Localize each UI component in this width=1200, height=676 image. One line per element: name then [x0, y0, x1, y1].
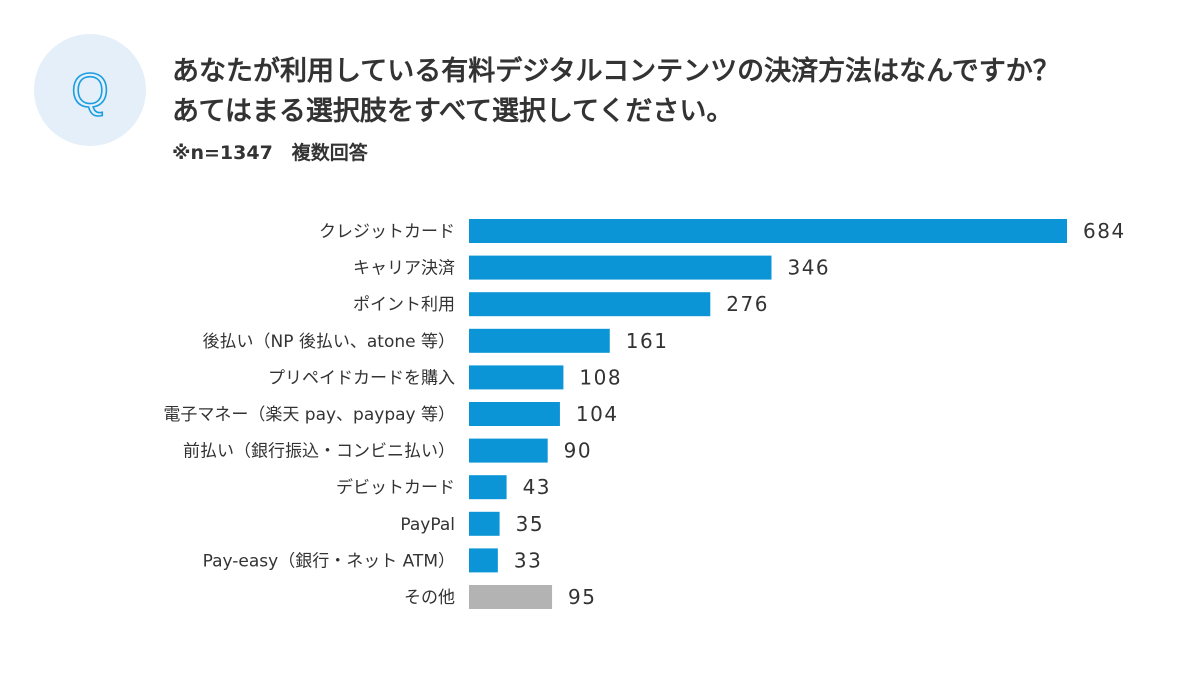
bar — [469, 402, 560, 426]
category-label: 前払い（銀行振込・コンビニ払い） — [183, 442, 455, 462]
sample-note: ※n=1347 複数回答 — [172, 142, 368, 164]
category-label: デビットカード — [336, 477, 455, 498]
category-label: キャリア決済 — [353, 259, 455, 279]
question-line-2: あてはまる選択肢をすべて選択してください。 — [172, 96, 734, 127]
bar — [469, 438, 548, 463]
bar — [469, 475, 507, 500]
bar — [469, 255, 772, 280]
bar — [469, 292, 711, 317]
category-label: その他 — [404, 588, 455, 608]
data-label: 35 — [516, 512, 544, 536]
category-label: 電子マネー（楽天 pay、paypay 等） — [163, 405, 455, 425]
data-label: 684 — [1083, 219, 1126, 243]
data-label: 161 — [626, 329, 669, 353]
category-label: ポイント利用 — [353, 295, 455, 315]
category-label: Pay-easy（銀行・ネット ATM） — [203, 551, 455, 571]
data-label: 104 — [576, 402, 619, 426]
data-label: 95 — [568, 585, 596, 609]
data-label: 43 — [523, 475, 551, 499]
bar — [469, 219, 1067, 243]
category-label: クレジットカード — [319, 222, 455, 242]
question-badge: Q — [34, 34, 146, 146]
data-label: 108 — [579, 365, 622, 389]
badge-letter: Q — [71, 65, 108, 118]
bar — [469, 548, 498, 573]
bar — [469, 328, 610, 353]
question-line-1: あなたが利用している有料デジタルコンテンツの決済方法はなんですか？ — [172, 56, 1060, 87]
q-letter-icon: Q — [71, 64, 110, 119]
data-label: 33 — [514, 548, 542, 572]
category-label: 後払い（NP 後払い、atone 等） — [203, 332, 456, 352]
bar — [469, 585, 553, 609]
data-label: 90 — [564, 439, 592, 463]
question-title: あなたが利用している有料デジタルコンテンツの決済方法はなんですか？ あてはまる選… — [172, 52, 1060, 132]
category-label: PayPal — [400, 515, 455, 535]
category-label: プリペイドカードを購入 — [268, 368, 455, 388]
bar — [469, 365, 564, 390]
data-label: 276 — [726, 292, 769, 316]
data-label: 346 — [787, 256, 830, 280]
bar — [469, 511, 500, 536]
